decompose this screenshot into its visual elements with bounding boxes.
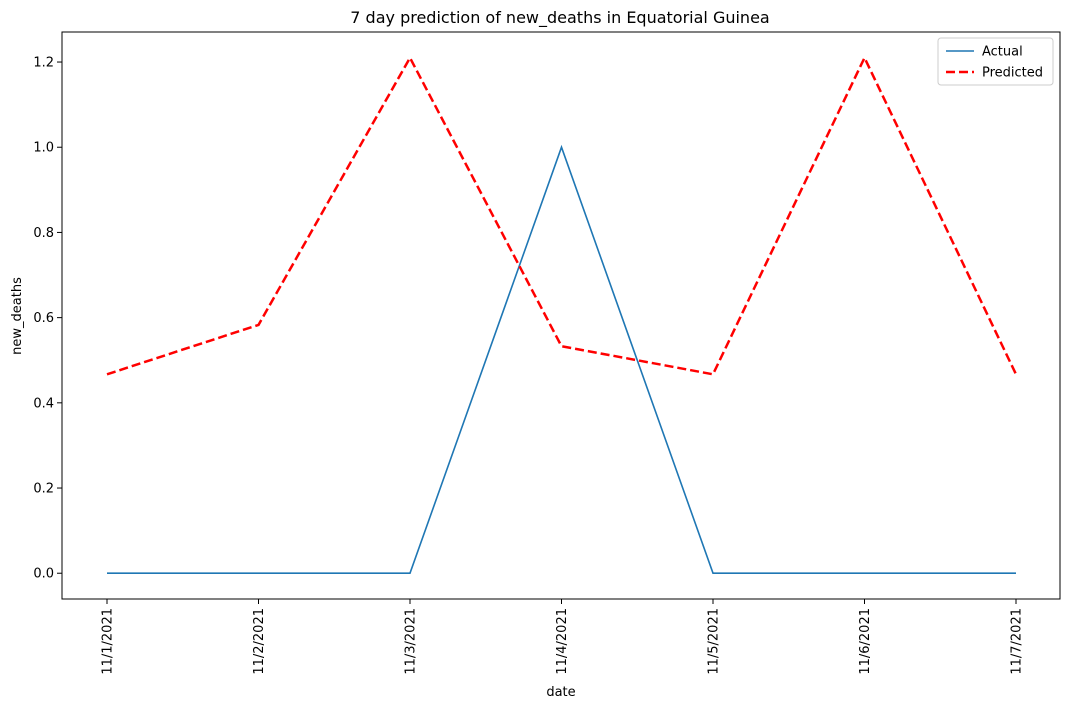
chart-title: 7 day prediction of new_deaths in Equato… — [350, 8, 769, 28]
plot-area — [61, 31, 1061, 600]
y-axis: 0.0 0.2 0.4 0.6 0.8 1.0 1.2 — [33, 56, 62, 582]
x-tick-label: 11/2/2021 — [252, 608, 267, 675]
legend-label-actual: Actual — [982, 45, 1023, 60]
series-layer — [106, 54, 1018, 575]
y-tick-label: 0.4 — [33, 396, 54, 411]
y-tick-label: 1.2 — [33, 56, 54, 71]
y-tick-label: 0.6 — [33, 311, 54, 326]
series-line-actual — [107, 144, 1016, 575]
series-line-predicted — [106, 54, 1018, 376]
x-tick-label: 11/5/2021 — [707, 608, 722, 675]
y-tick-label: 1.0 — [33, 141, 54, 156]
x-tick-label: 11/1/2021 — [101, 608, 116, 675]
x-tick-label: 11/3/2021 — [404, 608, 419, 675]
x-tick-label: 11/6/2021 — [858, 608, 873, 675]
legend: Actual Predicted — [937, 37, 1054, 86]
y-tick-label: 0.8 — [33, 226, 54, 241]
y-tick-label: 0.0 — [33, 567, 54, 582]
legend-label-predicted: Predicted — [982, 66, 1043, 81]
x-axis-label: date — [546, 685, 575, 700]
x-axis: 11/1/2021 11/2/2021 11/3/2021 11/4/2021 11/5… — [101, 599, 1025, 675]
x-tick-label: 11/4/2021 — [555, 608, 570, 675]
y-tick-label: 0.2 — [33, 482, 54, 497]
x-tick-label: 11/7/2021 — [1010, 608, 1025, 675]
y-axis-label: new_deaths — [10, 277, 25, 355]
